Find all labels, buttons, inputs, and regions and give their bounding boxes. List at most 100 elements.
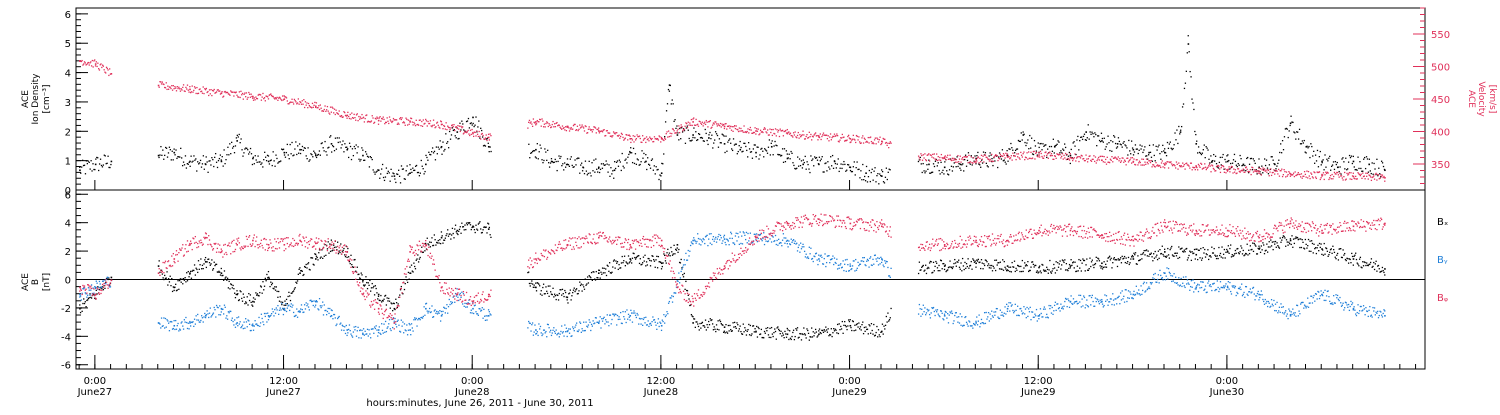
velocity-series-sample: [545, 123, 546, 124]
by-series-sample: [296, 308, 297, 309]
velocity-series-sample: [702, 122, 703, 123]
bx-series-sample: [1085, 264, 1086, 265]
by-series-sample: [314, 306, 315, 307]
density-series-sample: [635, 153, 636, 154]
by-series-point: [189, 322, 191, 324]
bx-series-sample: [573, 290, 574, 291]
bx-series-sample: [365, 284, 366, 285]
bx-series-sample: [357, 267, 358, 268]
density-series-sample: [874, 167, 875, 168]
density-series-sample: [467, 120, 468, 121]
velocity-series-sample: [1122, 158, 1123, 159]
density-series-sample: [814, 156, 815, 157]
bx-series-sample: [461, 223, 462, 224]
density-series-sample: [1047, 148, 1048, 149]
bx-series-sample: [728, 330, 729, 331]
density-series-sample: [300, 153, 301, 154]
velocity-series-sample: [244, 92, 245, 93]
bx-series-sample: [541, 290, 542, 291]
velocity-series-sample: [868, 142, 869, 143]
velocity-series-sample: [815, 132, 816, 133]
bx-series-sample: [1271, 245, 1272, 246]
velocity-series-sample: [246, 92, 247, 93]
bx-series-sample: [535, 283, 536, 284]
velocity-series-sample: [318, 105, 319, 106]
density-series-sample: [1357, 157, 1358, 158]
velocity-series-sample: [1140, 164, 1141, 165]
density-series-sample: [864, 176, 865, 177]
bx-series-sample: [528, 272, 529, 273]
velocity-series-sample: [1299, 174, 1300, 175]
density-series-sample: [421, 160, 422, 161]
velocity-series-sample: [1075, 160, 1076, 161]
by-series-sample: [237, 325, 238, 326]
bx-series-sample: [1111, 267, 1112, 268]
velocity-series-sample: [692, 125, 693, 126]
density-series-sample: [461, 121, 462, 122]
velocity-series-sample: [1098, 157, 1099, 158]
bx-series-sample: [1096, 260, 1097, 261]
density-series-sample: [81, 166, 82, 167]
velocity-series-sample: [710, 120, 711, 121]
velocity-series-sample: [1017, 156, 1018, 157]
velocity-series-sample: [360, 116, 361, 117]
density-series-sample: [340, 147, 341, 148]
bx-series-sample: [201, 268, 202, 269]
by-series-point: [818, 258, 820, 260]
density-series-sample: [592, 170, 593, 171]
bx-series-sample: [1022, 260, 1023, 261]
velocity-series-sample: [397, 124, 398, 125]
bx-series-sample: [780, 331, 781, 332]
bx-series-sample: [543, 284, 544, 285]
bx-series-sample: [475, 225, 476, 226]
density-series-sample: [827, 161, 828, 162]
bx-series-sample: [234, 293, 235, 294]
bx-series-sample: [933, 262, 934, 263]
density-series-sample: [320, 155, 321, 156]
velocity-series-sample: [736, 125, 737, 126]
density-series-sample: [832, 155, 833, 156]
velocity-series-sample: [467, 131, 468, 132]
velocity-series-sample: [842, 134, 843, 135]
velocity-series-sample: [281, 100, 282, 101]
density-series-sample: [677, 132, 678, 133]
density-series-sample: [386, 167, 387, 168]
density-series-sample: [323, 150, 324, 151]
density-series-sample: [536, 157, 537, 158]
density-series-sample: [1344, 168, 1345, 169]
by-series-sample: [342, 326, 343, 327]
velocity-series-sample: [311, 107, 312, 108]
velocity-series-sample: [218, 89, 219, 90]
density-series-sample: [776, 145, 777, 146]
velocity-series-sample: [1353, 173, 1354, 174]
density-series-sample: [1070, 163, 1071, 164]
bx-series-sample: [346, 257, 347, 258]
density-series-sample: [1303, 142, 1304, 143]
velocity-series-sample: [627, 139, 628, 140]
bx-series-sample: [1215, 256, 1216, 257]
density-series-sample: [1108, 142, 1109, 143]
density-series-sample: [1129, 150, 1130, 151]
bx-series-sample: [478, 222, 479, 223]
bx-series-sample: [265, 280, 266, 281]
density-series-sample: [1297, 132, 1298, 133]
density-series-sample: [1222, 154, 1223, 155]
density-series-sample: [234, 152, 235, 153]
velocity-series-sample: [1151, 166, 1152, 167]
velocity-series-sample: [773, 129, 774, 130]
density-series-sample: [291, 142, 292, 143]
by-series-sample: [264, 313, 265, 314]
velocity-series-sample: [186, 88, 187, 89]
velocity-series-sample: [957, 155, 958, 156]
velocity-series-sample: [1288, 171, 1289, 172]
velocity-series-sample: [956, 159, 957, 160]
density-series-sample: [959, 168, 960, 169]
density-series-sample: [1197, 152, 1198, 153]
bx-series-sample: [982, 262, 983, 263]
velocity-series-sample: [735, 128, 736, 129]
density-series-sample: [474, 125, 475, 126]
by-series-point: [661, 325, 663, 327]
density-series-sample: [992, 165, 993, 166]
density-series-sample: [221, 159, 222, 160]
density-series-sample: [322, 142, 323, 143]
